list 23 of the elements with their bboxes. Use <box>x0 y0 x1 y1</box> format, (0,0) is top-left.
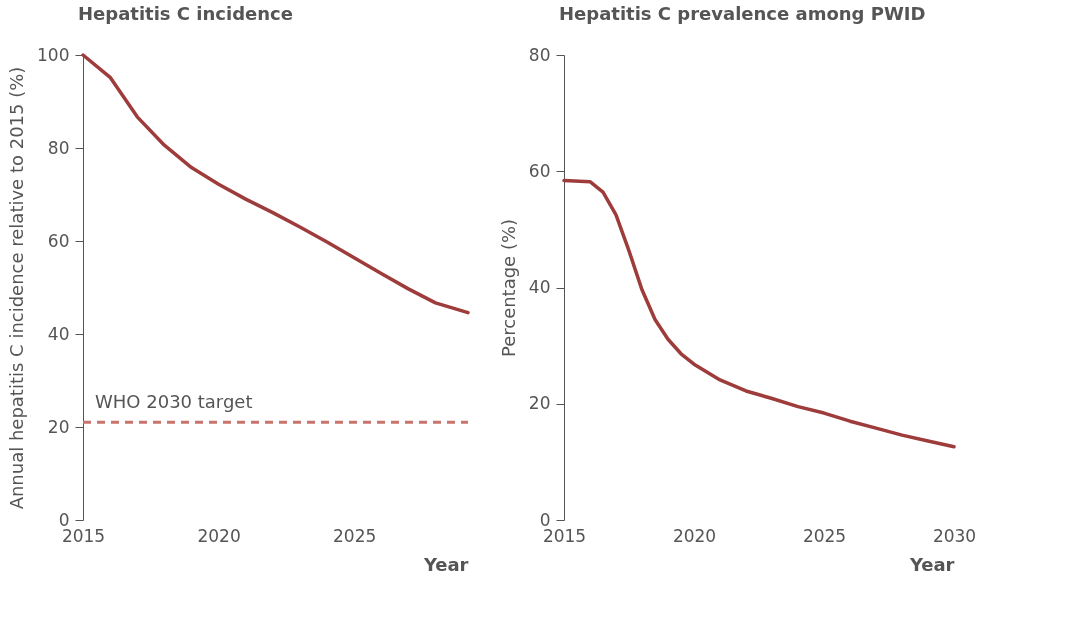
y-tick-label: 60 <box>47 230 70 251</box>
chart-title: Hepatitis C prevalence among PWID <box>559 3 926 24</box>
x-tick-label: 2020 <box>197 525 241 546</box>
x-tick-label: 2020 <box>672 525 717 546</box>
y-tick-label: 80 <box>528 44 551 65</box>
x-tick-label: 2025 <box>332 525 377 546</box>
y-tick-label: 20 <box>528 393 551 414</box>
y-tick-label: 40 <box>47 323 70 344</box>
chart-title: Hepatitis C incidence <box>78 3 293 24</box>
line-series <box>562 178 956 449</box>
x-axis-title: Year <box>908 553 955 575</box>
y-axis-title: Annual hepatitis C incidence relative to 2015 (%) <box>6 66 28 510</box>
y-tick-label: 20 <box>47 416 70 437</box>
x-tick-label: 2030 <box>932 525 977 546</box>
y-tick-label: 60 <box>528 160 551 181</box>
x-tick-label: 2025 <box>802 525 847 546</box>
y-tick-label: 100 <box>37 44 70 65</box>
y-tick-label: 40 <box>528 277 551 297</box>
ref-line-label: WHO 2030 target <box>95 391 253 413</box>
y-axis-title: Percentage (%) <box>497 218 519 358</box>
y-tick-label: 80 <box>47 137 70 158</box>
x-axis-title: Year <box>422 553 469 575</box>
line-series <box>81 53 470 315</box>
